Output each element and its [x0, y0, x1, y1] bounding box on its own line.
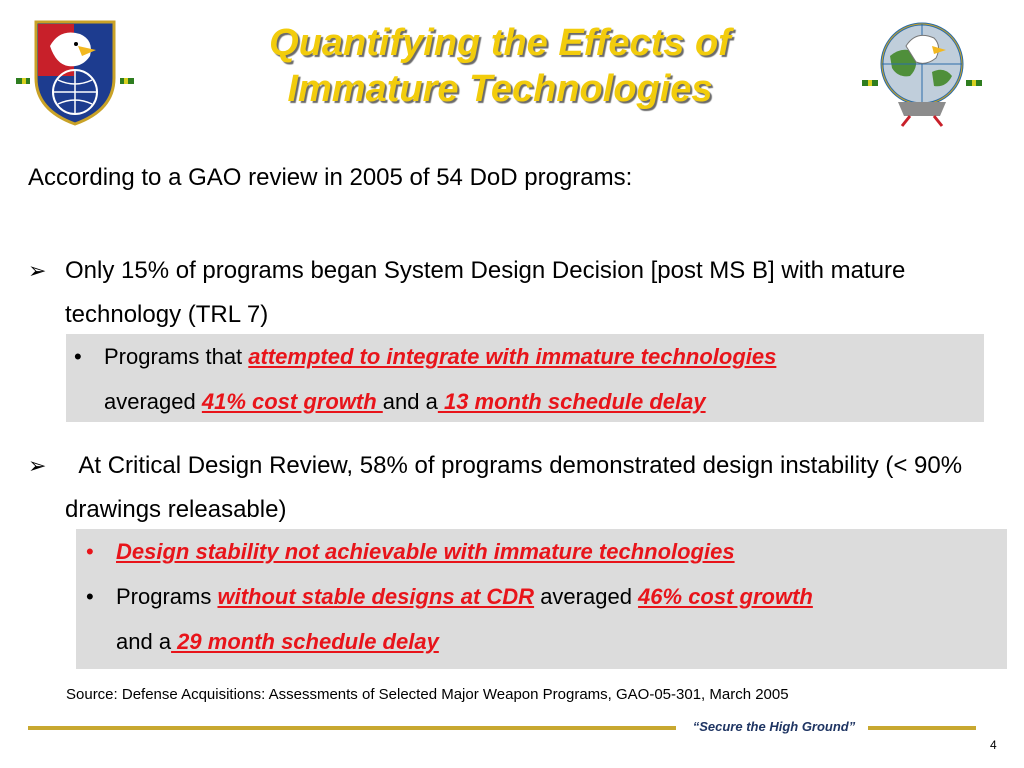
sub-bullet-1a: • Programs that attempted to integrate w…	[66, 334, 984, 424]
sub-text: and a	[382, 389, 438, 414]
highlight-box-2: • Design stability not achievable with i…	[76, 529, 1007, 669]
emphasis-text: 29 month schedule delay	[171, 629, 439, 654]
arrow-bullet-icon: ➢	[28, 258, 47, 283]
sub-text: averaged	[104, 389, 202, 414]
bullet-dot-icon: •	[86, 539, 94, 564]
intro-text: According to a GAO review in 2005 of 54 …	[28, 164, 633, 191]
title-line-2: Immature Technologies	[287, 68, 713, 110]
footer-rule-right	[868, 726, 976, 730]
arrow-bullet-icon: ➢	[28, 453, 47, 478]
bullet-1-text: Only 15% of programs began System Design…	[65, 257, 906, 328]
slide-title: Quantifying the Effects of Immature Tech…	[150, 20, 850, 112]
emphasis-text: without stable designs at CDR	[217, 584, 535, 609]
emphasis-text: Design stability not achievable with imm…	[116, 539, 735, 564]
bullet-dot-icon: •	[86, 584, 94, 609]
sub-text: and a	[116, 629, 172, 654]
bullet-dot-icon: •	[74, 344, 82, 369]
sub-text: Programs that	[104, 344, 249, 369]
emphasis-text: 46% cost growth	[638, 584, 813, 609]
bullet-2-text: At Critical Design Review, 58% of progra…	[65, 452, 969, 523]
source-citation: Source: Defense Acquisitions: Assessment…	[66, 686, 789, 703]
title-line-1: Quantifying the Effects of	[269, 22, 731, 64]
sub-text: averaged	[534, 584, 639, 609]
footer-motto: “Secure the High Ground”	[692, 719, 856, 734]
army-space-shield-logo-icon	[16, 20, 134, 126]
sub-bullet-2a: • Design stability not achievable with i…	[76, 529, 1007, 574]
highlight-box-1: • Programs that attempted to integrate w…	[66, 334, 984, 422]
page-number: 4	[990, 738, 997, 752]
emphasis-text: attempted to integrate with immature tec…	[248, 344, 777, 369]
sub-text: Programs	[116, 584, 218, 609]
emphasis-text: 41% cost growth	[201, 389, 383, 414]
emphasis-text: 13 month schedule delay	[437, 389, 706, 414]
globe-eagle-logo-icon	[862, 22, 982, 127]
footer-rule-left	[28, 726, 676, 730]
sub-bullet-2b: • Programs without stable designs at CDR…	[76, 574, 1007, 664]
